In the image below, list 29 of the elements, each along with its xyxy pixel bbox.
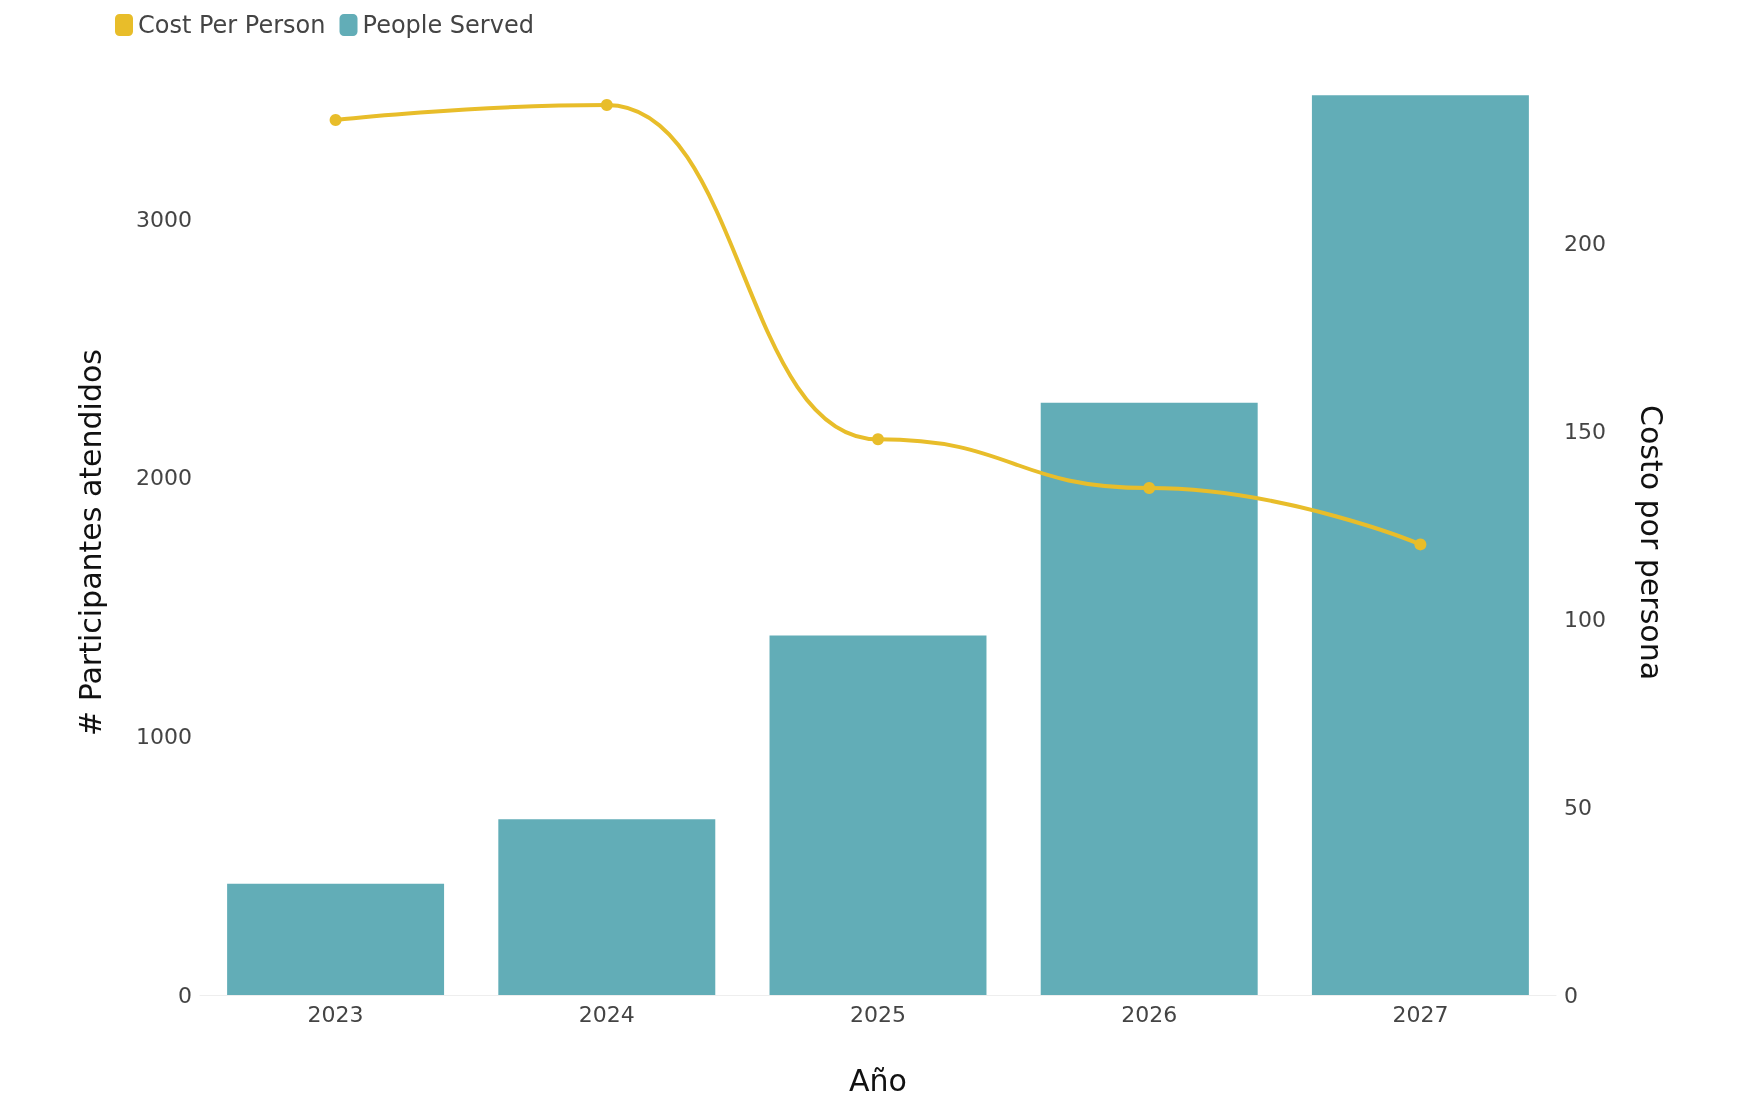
x-tick-label: 2025 — [850, 1001, 906, 1027]
bar — [769, 635, 987, 995]
x-tick-label: 2027 — [1392, 1001, 1449, 1027]
legend-label: People Served — [362, 11, 534, 39]
y-tick-label: 2000 — [136, 465, 192, 491]
y-tick-label: 0 — [178, 982, 192, 1008]
bar — [498, 819, 716, 995]
point — [600, 99, 613, 112]
legend-label: Cost Per Person — [138, 11, 326, 39]
y2-axis-title: Costo por persona — [1633, 404, 1669, 681]
y-axis-title: # Participantes atendidos — [72, 349, 108, 736]
x-axis-title: Año — [849, 1062, 907, 1098]
x-tick-label: 2023 — [307, 1001, 364, 1027]
bar — [1040, 402, 1258, 995]
y2-tick-label: 200 — [1564, 231, 1606, 257]
point — [1143, 482, 1156, 495]
y-tick-label: 3000 — [136, 206, 192, 232]
bar — [227, 883, 445, 995]
x-tick-label: 2024 — [578, 1001, 635, 1027]
point — [872, 433, 884, 446]
bar — [1311, 95, 1529, 995]
point — [1414, 538, 1427, 551]
y2-tick-label: 0 — [1564, 982, 1578, 1008]
x-tick-label: 2026 — [1121, 1001, 1178, 1027]
y-tick-label: 1000 — [136, 723, 192, 749]
y2-tick-label: 150 — [1564, 419, 1606, 445]
y2-tick-label: 100 — [1564, 606, 1606, 632]
y2-tick-label: 50 — [1564, 794, 1592, 820]
point — [329, 114, 342, 127]
